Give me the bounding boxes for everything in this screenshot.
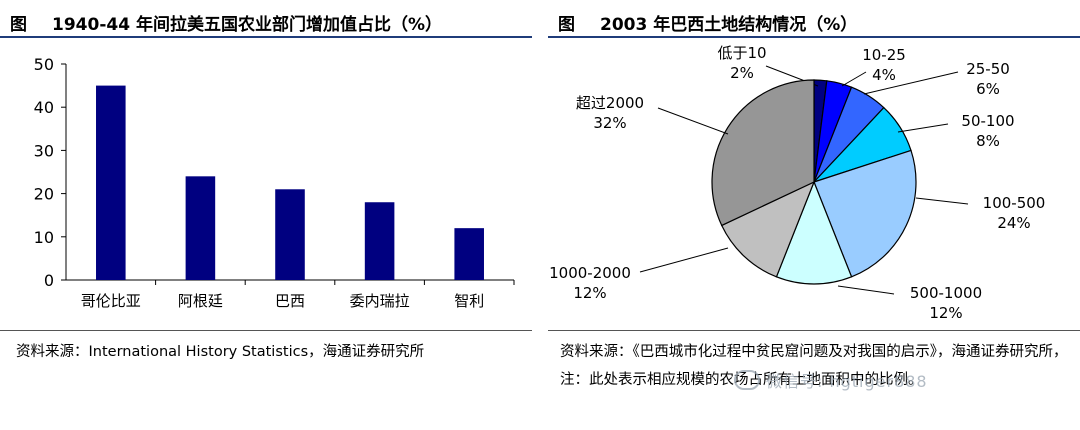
slice-category-label: 1000-2000 bbox=[549, 264, 631, 282]
figure-tag: 图 bbox=[10, 15, 27, 35]
leader-line bbox=[863, 71, 959, 95]
figure-tag: 图 bbox=[558, 15, 575, 35]
bar-chart-panel: 图 1940-44 年间拉美五国农业部门增加值占比（%） 0 10 20 30 40 50… bbox=[0, 0, 532, 430]
pie-chart-title-bar: 图 2003 年巴西土地结构情况（%） bbox=[548, 6, 1080, 38]
slice-category-label: 25-50 bbox=[966, 60, 1010, 78]
y-tick-label: 20 bbox=[34, 185, 54, 204]
pie-chart-title: 2003 年巴西土地结构情况（%） bbox=[600, 15, 858, 35]
slice-category-label: 100-500 bbox=[983, 194, 1046, 212]
x-tick-label: 巴西 bbox=[275, 292, 305, 310]
slice-category-label: 10-25 bbox=[862, 46, 906, 64]
bar bbox=[275, 189, 305, 280]
x-tick-label: 阿根廷 bbox=[178, 292, 223, 310]
slice-category-label: 50-100 bbox=[961, 112, 1014, 130]
x-tick-label: 哥伦比亚 bbox=[81, 292, 141, 310]
x-tick-label: 智利 bbox=[454, 292, 484, 310]
bar-chart-source: 资料来源：International History Statistics，海通… bbox=[16, 344, 425, 360]
slice-value-label: 32% bbox=[593, 114, 626, 132]
y-tick-label: 50 bbox=[34, 55, 54, 74]
slice-value-label: 8% bbox=[976, 132, 1000, 150]
slice-value-label: 6% bbox=[976, 80, 1000, 98]
leader-line bbox=[837, 285, 895, 295]
leader-line bbox=[915, 197, 969, 205]
pie-chart-panel: 图 2003 年巴西土地结构情况（%） 低于10 2% 10-25 4% 25-50 6%… bbox=[548, 0, 1080, 430]
slice-category-label: 超过2000 bbox=[576, 94, 644, 112]
y-tick-label: 30 bbox=[34, 141, 54, 160]
y-tick-label: 0 bbox=[44, 271, 54, 290]
bar bbox=[454, 228, 484, 280]
source-divider bbox=[0, 330, 532, 331]
slice-value-label: 2% bbox=[730, 64, 754, 82]
wechat-logo-icon bbox=[734, 370, 760, 390]
leader-line bbox=[657, 107, 729, 135]
slice-category-label: 低于10 bbox=[717, 44, 766, 62]
slice-value-label: 12% bbox=[573, 284, 606, 302]
slice-value-label: 24% bbox=[997, 214, 1030, 232]
wechat-watermark: 微信号: hgtiger888 bbox=[734, 368, 928, 392]
leader-line bbox=[897, 123, 949, 133]
pie-slice bbox=[720, 180, 816, 278]
watermark-text: 微信号: hgtiger888 bbox=[766, 372, 928, 391]
slice-value-label: 12% bbox=[929, 304, 962, 322]
bar-chart: 0 10 20 30 40 50 哥伦比亚 阿根廷 巴西 委内瑞拉 智利 bbox=[34, 55, 515, 310]
y-tick-label: 40 bbox=[34, 98, 54, 117]
bar bbox=[185, 176, 216, 280]
pie-slice bbox=[775, 180, 853, 285]
leader-line bbox=[841, 71, 867, 87]
slice-category-label: 500-1000 bbox=[910, 284, 982, 302]
bar-chart-title: 1940-44 年间拉美五国农业部门增加值占比（%） bbox=[52, 15, 442, 35]
slice-value-label: 4% bbox=[872, 66, 896, 84]
source-divider bbox=[548, 330, 1080, 331]
bar-chart-title-bar: 图 1940-44 年间拉美五国农业部门增加值占比（%） bbox=[0, 6, 532, 38]
bar bbox=[96, 85, 126, 280]
y-tick-label: 10 bbox=[34, 228, 54, 247]
leader-line bbox=[639, 247, 729, 273]
x-tick-label: 委内瑞拉 bbox=[350, 292, 410, 310]
pie-slice bbox=[711, 79, 815, 227]
pie-chart: 低于10 2% 10-25 4% 25-50 6% 50-100 8% 100-500 24% 50… bbox=[549, 44, 1046, 322]
bar bbox=[364, 202, 395, 280]
